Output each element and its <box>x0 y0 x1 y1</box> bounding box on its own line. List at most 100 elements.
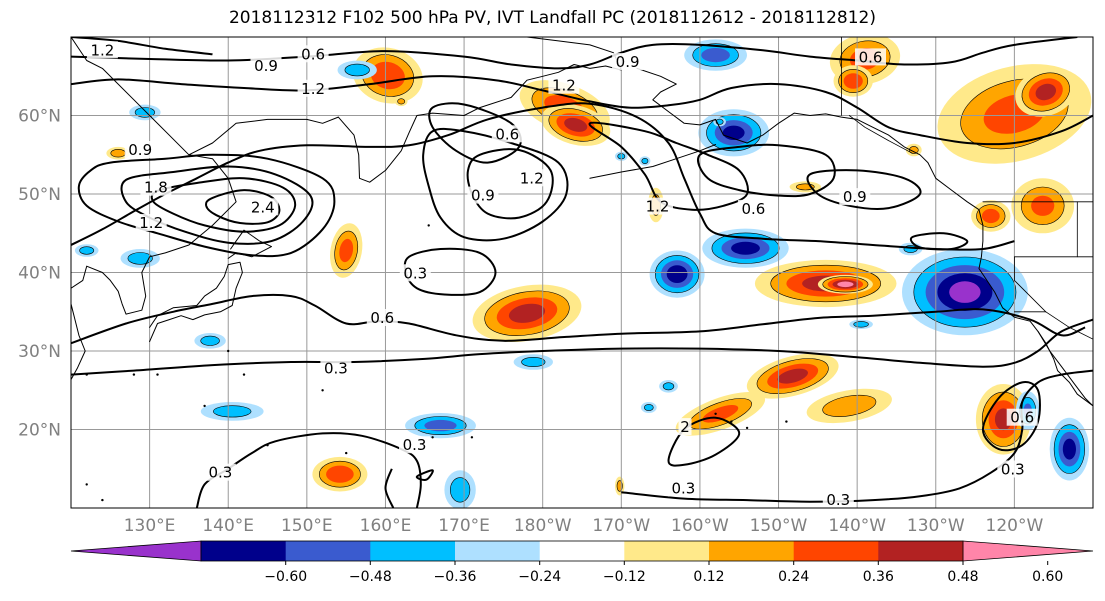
ivt-anomaly-negative-27 <box>698 109 770 157</box>
pv-label-background <box>399 264 431 282</box>
ivt-level-0.24 <box>662 382 675 391</box>
pv-contour-0.9-east <box>806 169 922 210</box>
ivt-anomaly-positive-12 <box>1015 67 1077 117</box>
longitude-tick-label: 140°E <box>202 516 254 536</box>
ivt-level-0.48 <box>722 125 745 140</box>
pv-label-background <box>855 48 886 66</box>
colorbar-segment <box>370 541 456 561</box>
ivt-anomaly-positive-14 <box>971 200 1011 232</box>
island-dot <box>242 373 246 376</box>
island-dot <box>431 436 434 439</box>
ivt-anomaly-positive-0 <box>352 47 423 104</box>
ivt-anomaly-negative-37 <box>444 470 476 508</box>
colorbar-tick-label: −0.36 <box>434 569 477 585</box>
pv-contour-0.3-east-closed <box>909 232 969 251</box>
pv-contour-0.6-ridge-a <box>428 102 522 164</box>
pv-contour-label: 1.2 <box>552 77 576 95</box>
ivt-level-0.24 <box>853 321 869 328</box>
colorbar-tick-label: −0.60 <box>264 569 307 585</box>
ivt-level-0.24 <box>643 404 654 411</box>
pv-contour-0.9-top <box>71 37 213 56</box>
pv-label-background <box>491 125 523 143</box>
colorbar-tick-label: 0.48 <box>947 569 978 585</box>
ivt-level-0.36 <box>981 208 1000 224</box>
colorbar-segment <box>201 541 287 561</box>
latitude-tick-label: 30°N <box>18 342 61 362</box>
pv-label-background <box>667 479 699 497</box>
pv-contour-label: 0.9 <box>471 187 495 205</box>
pv-contour-label: 0.3 <box>403 436 427 454</box>
latitude-tick-label: 60°N <box>18 107 61 127</box>
longitude-tick-label: 180°W <box>514 516 572 536</box>
colorbar-tick-label: −0.48 <box>349 569 392 585</box>
colorbar-tick-label: 0.24 <box>778 569 809 585</box>
ivt-level-0.24 <box>79 246 95 255</box>
pv-contour-label: 0.6 <box>741 200 765 218</box>
pv-label-background <box>247 198 279 216</box>
pv-contour-label: 0.6 <box>370 309 394 327</box>
pv-contour-1.2-ridge <box>588 121 749 211</box>
island-dot <box>745 426 749 430</box>
ivt-anomaly-positive-13 <box>1011 178 1075 234</box>
latitude-tick-label: 20°N <box>18 421 61 441</box>
pv-contour-0.6-se-loop <box>981 381 1041 452</box>
island-dot <box>203 404 206 408</box>
pv-label-background <box>297 79 329 97</box>
colorbar-segment <box>455 541 541 561</box>
colorbar-extend-max <box>962 540 1094 562</box>
ivt-level-0.24 <box>641 158 649 165</box>
latitude-tick-label: 50°N <box>18 185 61 205</box>
coastline-china-east <box>71 303 86 381</box>
ivt-level-0.24 <box>397 98 406 105</box>
pv-contour-1.2-upper <box>71 75 1093 146</box>
island-dot <box>321 389 324 392</box>
coastline-japan-honshu <box>149 261 243 343</box>
coastlines <box>71 37 1093 502</box>
ivt-level-0.48 <box>777 368 808 384</box>
ivt-anomaly-negative-24 <box>129 104 161 121</box>
colorbar-tick-label: 0.60 <box>1032 569 1063 585</box>
ivt-level-0.48 <box>564 117 588 132</box>
ivt-anomaly-negative-34 <box>120 249 160 268</box>
pv-label-background <box>516 169 548 187</box>
pv-label-background <box>1006 408 1038 426</box>
ivt-anomaly-negative-29 <box>649 250 705 298</box>
island-dot <box>132 373 136 376</box>
longitude-tick-label: 170°W <box>592 516 650 536</box>
ivt-anomaly-negative-38 <box>849 319 873 329</box>
colorbar-segment <box>878 541 964 561</box>
longitude-tick-label: 150°E <box>281 516 333 536</box>
ivt-level-0.48 <box>508 303 546 323</box>
pv-label-background <box>204 463 236 481</box>
pv-contour-label: 1.2 <box>520 169 544 187</box>
island-dot <box>85 483 88 486</box>
political-border <box>1014 256 1047 313</box>
pv-contour-label: 0.6 <box>1010 409 1034 427</box>
ivt-anomaly-negative-39 <box>713 117 726 127</box>
pv-label-background <box>135 214 167 231</box>
ivt-anomaly-negative-45 <box>200 402 264 421</box>
pv-label-background <box>997 460 1029 478</box>
ivt-level-0.36 <box>1031 195 1055 216</box>
longitude-labels: 130°E 140°E 150°E 160°E 170°E 180°W 170°W 160°W… <box>124 516 1044 536</box>
map-frame <box>70 36 1094 509</box>
longitude-tick-label: 150°W <box>750 516 808 536</box>
pv-contour-0.3-bottom <box>621 369 1093 503</box>
island-dot <box>156 373 159 376</box>
colorbar-segment <box>624 541 710 561</box>
island-dot <box>227 349 230 353</box>
ivt-anomaly-negative-28 <box>702 228 789 268</box>
ivt-anomaly-negative-36 <box>513 354 553 370</box>
longitude-tick-label: 120°W <box>986 516 1044 536</box>
ivt-level-0.48 <box>731 241 760 255</box>
ivt-level-0.36 <box>326 465 354 483</box>
pv-contour-1.2-ridge-a <box>466 148 554 220</box>
pv-contour-label: 0.6 <box>301 45 325 63</box>
ivt-anomaly-negative-25 <box>337 60 377 80</box>
ivt-anomaly-positive-5 <box>330 223 363 278</box>
island-dot <box>470 436 474 439</box>
pv-contour-label: 0.6 <box>495 125 519 143</box>
pv-label-background <box>86 41 118 59</box>
pv-contour-label: 0.9 <box>128 141 152 159</box>
